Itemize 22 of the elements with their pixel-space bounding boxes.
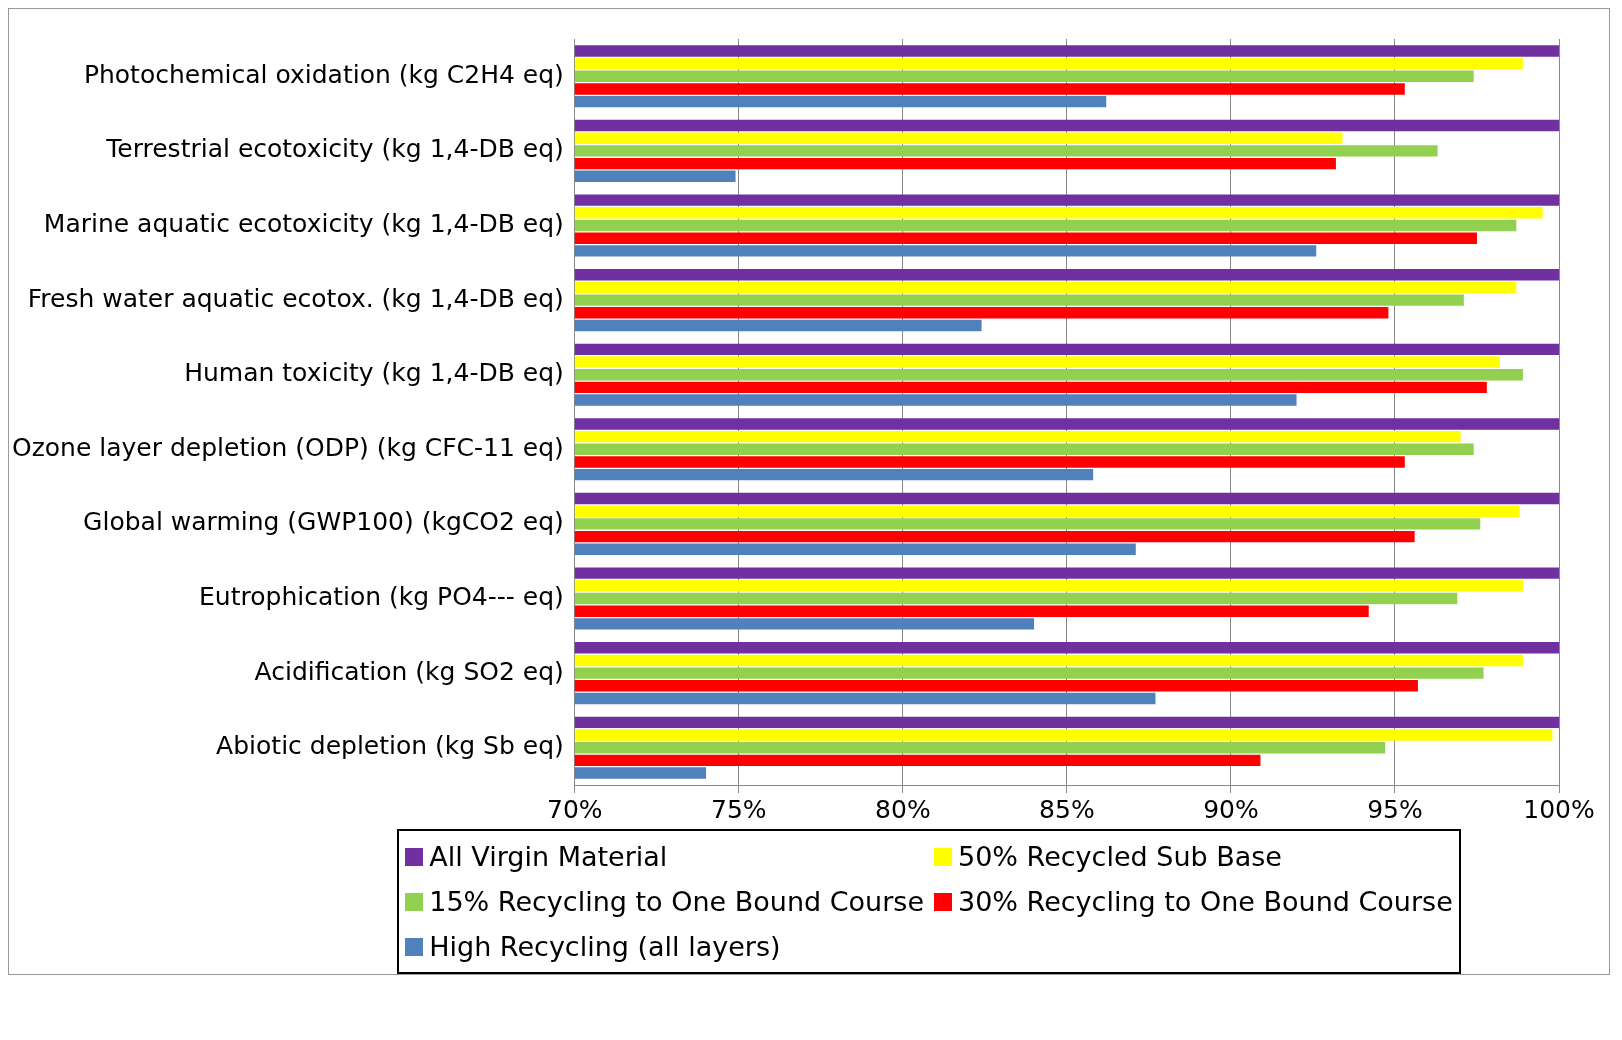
legend-label: High Recycling (all layers) — [429, 931, 781, 962]
y-tick-label: Ozone layer depletion (ODP) (kg CFC-11 eq) — [12, 432, 564, 462]
legend-label: 30% Recycling to One Bound Course — [958, 886, 1453, 917]
y-tick-label: Human toxicity (kg 1,4-DB eq) — [184, 358, 564, 388]
x-tick-label: 90% — [1203, 794, 1259, 824]
y-tick-label: Global warming (GWP100) (kgCO2 eq) — [83, 507, 564, 537]
legend-label: All Virgin Material — [429, 841, 668, 872]
legend-label: 15% Recycling to One Bound Course — [429, 886, 924, 917]
x-tick-label: 70% — [547, 794, 603, 824]
x-tick-label: 75% — [711, 794, 767, 824]
y-tick-label: Acidification (kg SO2 eq) — [254, 656, 564, 686]
y-tick-label: Eutrophication (kg PO4--- eq) — [199, 582, 564, 611]
y-tick-label: Marine aquatic ecotoxicity (kg 1,4-DB eq) — [43, 209, 564, 238]
y-tick-label: Abiotic depletion (kg Sb eq) — [216, 731, 564, 761]
x-tick-label: 100% — [1523, 794, 1595, 824]
y-tick-label: Photochemical oxidation (kg C2H4 eq) — [83, 59, 564, 89]
y-tick-label: Fresh water aquatic ecotox. (kg 1,4-DB eq) — [27, 283, 564, 313]
y-tick-label: Terrestrial ecotoxicity (kg 1,4-DB eq) — [105, 134, 564, 164]
legend-label: 50% Recycled Sub Base — [958, 841, 1282, 872]
x-tick-label: 95% — [1367, 794, 1423, 824]
x-tick-label: 80% — [875, 794, 931, 824]
x-tick-label: 85% — [1039, 794, 1095, 824]
